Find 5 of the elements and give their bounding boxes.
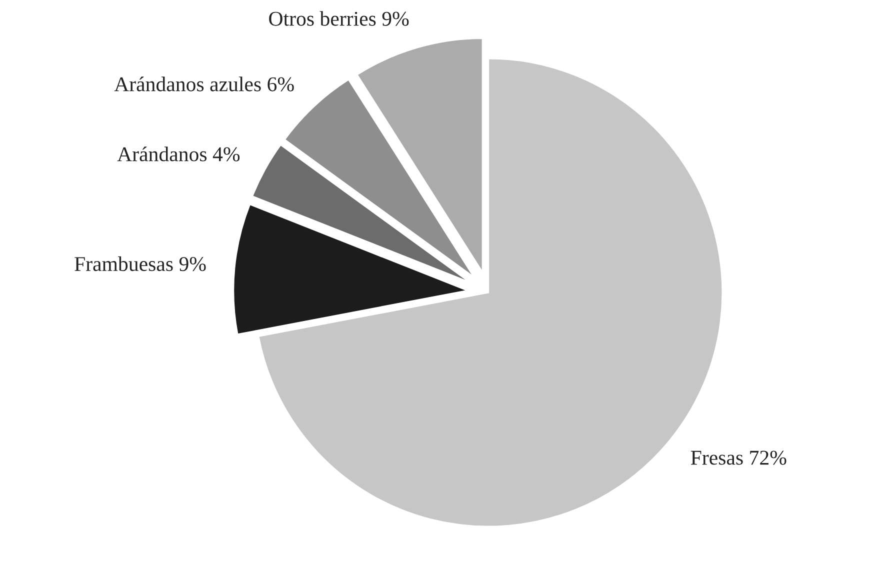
slice-label: Fresas 72% [690, 450, 786, 465]
slice-label: Arándanos 4% [117, 146, 240, 162]
slice-label: Otros berries 9% [269, 11, 409, 26]
slice-label: Frambuesas 9% [74, 256, 206, 272]
slice-label: Arándanos azules 6% [114, 76, 294, 92]
